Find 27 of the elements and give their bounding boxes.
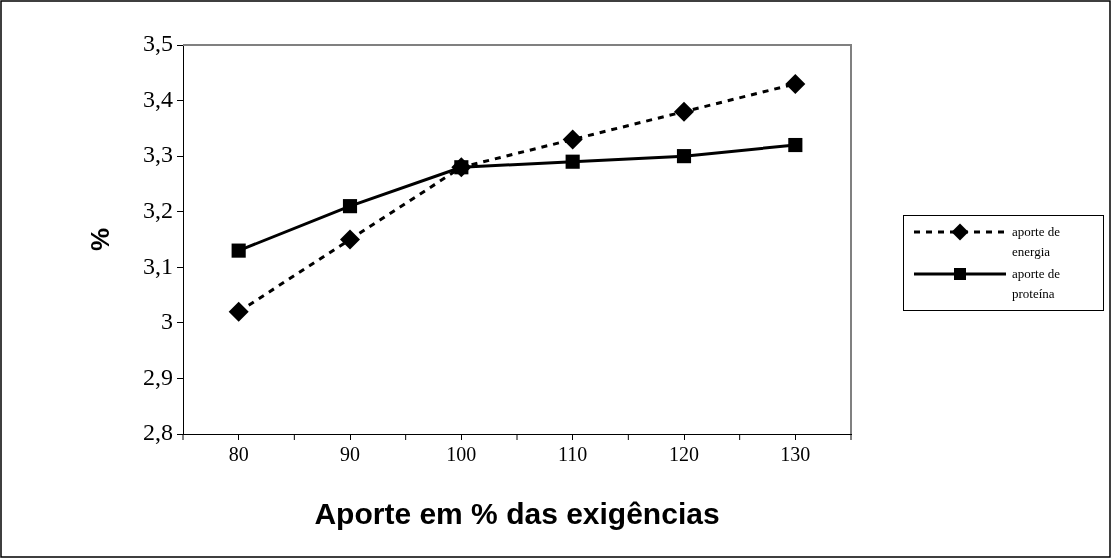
point — [231, 243, 246, 258]
x-tick-label: 120 — [669, 443, 699, 466]
point — [340, 229, 360, 250]
point — [676, 149, 692, 164]
y-axis-title: % — [84, 227, 115, 252]
point — [565, 154, 580, 169]
point — [562, 129, 583, 150]
y-tick-label: 3 — [161, 308, 173, 335]
point — [788, 137, 803, 153]
x-tick-label: 130 — [780, 443, 811, 466]
x-tick-label: 100 — [446, 443, 477, 466]
point — [342, 199, 358, 214]
text: aporte de proteína — [1012, 265, 1061, 303]
x-tick-label: 110 — [558, 443, 588, 466]
x-tick-label: 80 — [228, 443, 249, 466]
x-tick-label: 90 — [340, 443, 360, 466]
point — [785, 73, 806, 94]
point — [228, 301, 249, 322]
y-tick-label: 3,2 — [143, 197, 173, 224]
x-axis-title: Aporte em % das exigências — [314, 497, 720, 531]
point — [674, 101, 694, 122]
y-tick-label: 3,1 — [143, 252, 173, 279]
y-tick-label: 2,8 — [143, 419, 173, 446]
y-tick-label: 3,5 — [143, 30, 173, 57]
y-tick-label: 3,4 — [143, 85, 173, 112]
y-tick-label: 2,9 — [143, 363, 173, 390]
y-tick-label: 3,3 — [143, 141, 173, 168]
